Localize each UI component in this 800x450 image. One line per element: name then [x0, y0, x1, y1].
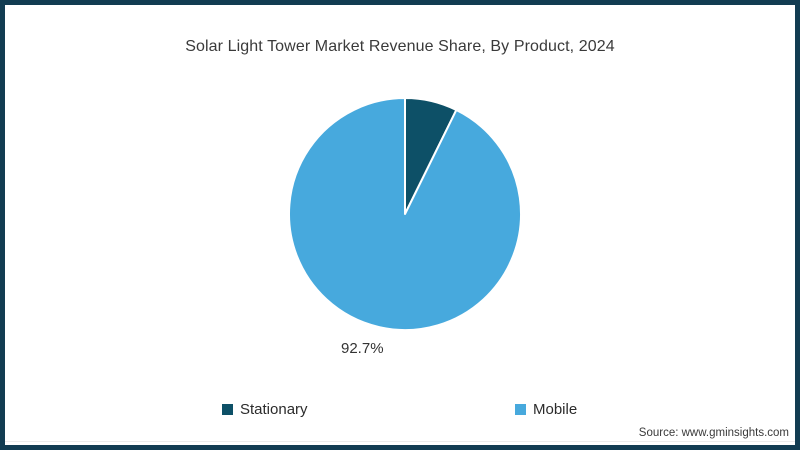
bottom-divider — [5, 441, 795, 442]
legend-label-stationary: Stationary — [240, 400, 308, 418]
pie-slice-mobile — [288, 97, 522, 331]
legend-label-mobile: Mobile — [533, 400, 578, 418]
chart-title: Solar Light Tower Market Revenue Share, … — [185, 38, 615, 55]
legend-swatch-mobile-icon — [515, 403, 526, 415]
legend-swatch-stationary-icon — [222, 403, 233, 415]
legend-item-stationary: Stationary — [222, 399, 308, 419]
percentage-label: 92.7% — [341, 340, 384, 357]
source-note: Source: www.gminsights.com — [638, 427, 789, 439]
pie-chart — [288, 97, 522, 331]
legend-item-mobile: Mobile — [515, 399, 577, 419]
